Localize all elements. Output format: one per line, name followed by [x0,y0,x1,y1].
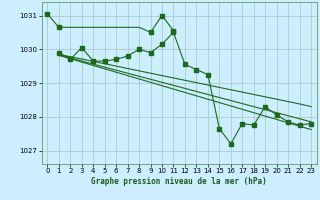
X-axis label: Graphe pression niveau de la mer (hPa): Graphe pression niveau de la mer (hPa) [91,177,267,186]
